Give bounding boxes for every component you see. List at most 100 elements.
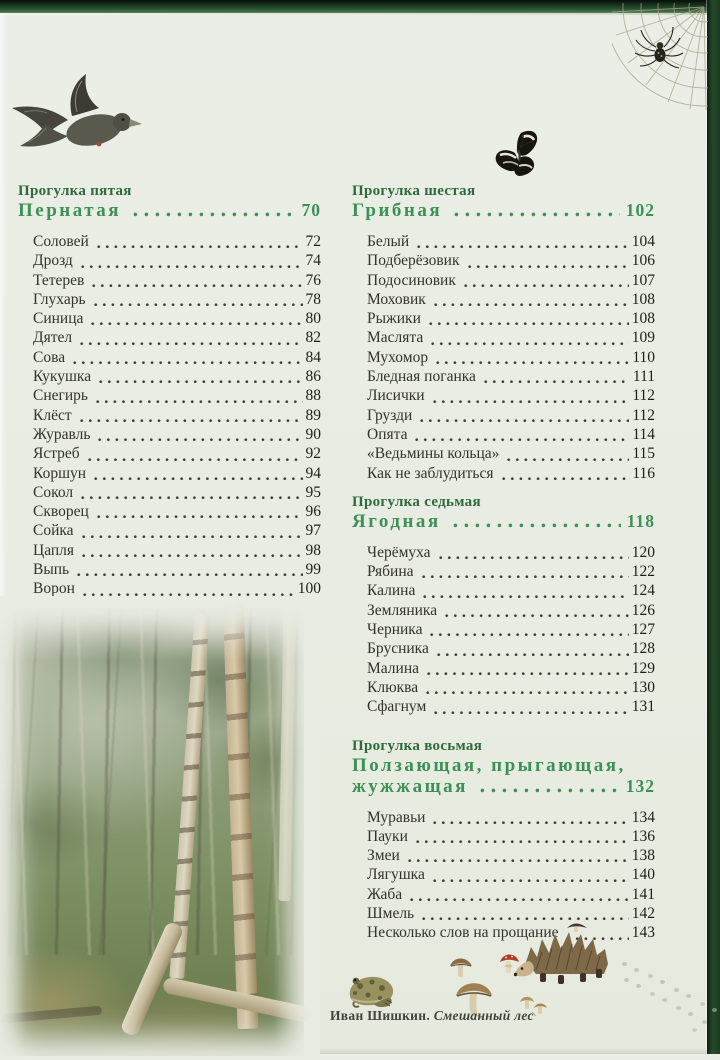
toc-entry-label: Мухомор [367, 348, 429, 366]
forest-painting [0, 596, 320, 1060]
toc-entry-label: Ворон [33, 580, 75, 598]
dot-leader [95, 399, 303, 404]
hedgehog-icon [513, 923, 608, 984]
toc-entry-page: 138 [631, 847, 655, 865]
toc-entry-page: 115 [632, 445, 655, 463]
toc-row: Дрозд 74 [18, 252, 321, 271]
dot-leader [81, 496, 303, 501]
toc-entry-page: 120 [631, 543, 655, 561]
toc-entry-page: 107 [631, 271, 655, 289]
toc-entry-page: 124 [631, 582, 655, 600]
page-top-highlight [0, 13, 720, 15]
dot-leader [415, 840, 629, 845]
mushrooms-icon [450, 954, 547, 1021]
toc-entry-label: Коршун [33, 464, 87, 482]
toc-entry-page: 108 [631, 290, 655, 308]
toc-row: Клёст 89 [18, 407, 321, 426]
toc-row: Лягушка 140 [352, 866, 655, 885]
toc-entry-page: 126 [631, 601, 655, 619]
toc-entry-label: Скворец [33, 503, 89, 521]
toc-section: Прогулка шестая Грибная 102 Белый 104 Подберё… [352, 182, 655, 484]
toc-entry-label: Ястреб [33, 445, 80, 463]
dot-leader [82, 592, 295, 597]
toc-entry-page: 96 [305, 503, 322, 521]
toc-entry-label: Журавль [33, 425, 91, 443]
dot-leader [483, 380, 630, 385]
toc-entry-label: Сокол [33, 483, 74, 501]
toc-row: Белый 104 [352, 233, 655, 252]
toc-row: Муравьи 134 [352, 809, 655, 828]
section-title-line: Ползающая, прыгающая, [352, 755, 655, 776]
toc-row: Рыжики 108 [352, 310, 655, 329]
frog-icon [349, 976, 394, 1008]
toc-entry-label: Калина [367, 582, 416, 600]
toc-column-left: Прогулка пятая Пернатая 70 Соловей 72 Дрозд 74… [18, 182, 321, 600]
toc-entry-label: Клюква [367, 678, 419, 696]
dot-leader [436, 652, 629, 657]
toc-entry-page: 92 [305, 445, 322, 463]
toc-entry-label: Цапля [33, 541, 75, 559]
toc-entry-page: 84 [305, 348, 322, 366]
dot-leader [80, 264, 303, 269]
dot-leader [92, 283, 303, 288]
toc-row: Клюква 130 [352, 679, 655, 698]
dot-leader [94, 476, 303, 481]
toc-row: Скворец 96 [18, 503, 321, 522]
dot-leader [73, 361, 303, 366]
toc-entry-page: 80 [305, 310, 322, 328]
toc-row: Бледная поганка 111 [352, 368, 655, 387]
toc-entry-page: 112 [632, 387, 655, 405]
dot-leader [428, 322, 629, 327]
dot-leader [96, 245, 303, 250]
toc-row: Кукушка 86 [18, 368, 321, 387]
toc-row: Черника 127 [352, 621, 655, 640]
painting-caption: Иван Шишкин. Смешанный лес [330, 1008, 534, 1024]
dot-leader [433, 303, 629, 308]
toc-row: Тетерев 76 [18, 272, 321, 291]
toc-entry-page: 114 [632, 425, 655, 443]
toc-row: Черёмуха 120 [352, 544, 655, 563]
toc-row: Соловей 72 [18, 233, 321, 252]
toc-entry-page: 72 [305, 233, 322, 250]
section-title-text: Пернатая [18, 200, 122, 221]
toc-entry-page: 99 [305, 561, 322, 579]
toc-entry-page: 143 [631, 924, 655, 942]
toc-row: Сфагнум 131 [352, 698, 655, 717]
toc-entry-label: Рыжики [367, 310, 421, 328]
spider-icon [634, 26, 684, 69]
butterfly-icon [495, 130, 538, 176]
toc-entry-page: 109 [631, 329, 655, 347]
toc-entry-label: Снегирь [33, 387, 88, 405]
toc-entry-label: Глухарь [33, 290, 86, 308]
toc-row: Шмель 142 [352, 905, 655, 924]
toc-entry-page: 112 [632, 406, 655, 424]
dot-leader [445, 614, 629, 619]
toc-entry-label: Грузди [367, 406, 413, 424]
dot-leader [422, 917, 629, 922]
toc-entry-label: Выпь [33, 561, 70, 579]
dot-leader [82, 554, 303, 559]
dot-leader [434, 710, 629, 715]
toc-entry-label: Опята [367, 425, 408, 443]
toc-entry-page: 86 [305, 368, 322, 386]
dot-leader [80, 341, 303, 346]
dot-leader [91, 322, 303, 327]
toc-row: Снегирь 88 [18, 387, 321, 406]
section-kicker: Прогулка седьмая [352, 493, 481, 510]
toc-entry-page: 141 [631, 885, 655, 903]
toc-entry-page: 95 [305, 483, 322, 501]
toc-entry-label: Змеи [367, 847, 400, 865]
section-title-text: жужжащая [352, 775, 468, 797]
toc-row: Журавль 90 [18, 426, 321, 445]
section-title-line: жужжащая 132 [352, 776, 655, 797]
toc-row: Мухомор 110 [352, 349, 655, 368]
dot-leader [430, 633, 629, 638]
section-title-line: Ягодная 118 [352, 511, 655, 532]
section-title-text: Грибная [352, 200, 443, 221]
toc-entry-label: Кукушка [33, 368, 92, 386]
section-title-text: Ползающая, прыгающая, [352, 754, 626, 776]
toc-entry-label: Дятел [33, 329, 73, 347]
section-kicker: Прогулка шестая [352, 183, 476, 199]
dot-leader [98, 438, 303, 443]
dot-leader [77, 573, 303, 578]
